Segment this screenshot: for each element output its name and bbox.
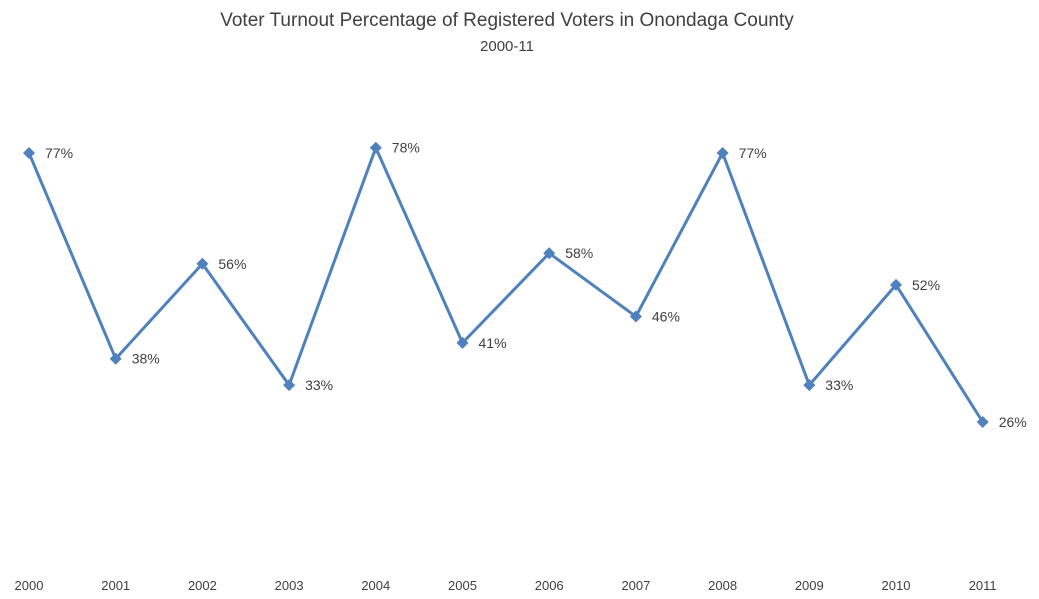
data-point-marker [196, 257, 209, 270]
data-label: 56% [218, 256, 246, 272]
data-label: 41% [479, 335, 507, 351]
x-tick-label: 2001 [101, 578, 130, 593]
data-point-marker [456, 336, 469, 349]
data-label: 38% [132, 351, 160, 367]
data-point-marker [890, 278, 902, 291]
data-label: 58% [565, 245, 593, 261]
plot-area: 77% 38% 56% 33% 78% 41% 58% 46% 77% 33% 52% 26% 2000… [15, 140, 1027, 593]
data-label: 33% [825, 377, 853, 393]
data-point-marker [23, 147, 35, 159]
data-label: 77% [45, 145, 73, 161]
data-point-marker [283, 379, 296, 392]
data-label: 33% [305, 377, 333, 393]
data-point-marker [629, 310, 642, 323]
data-label: 46% [652, 309, 680, 325]
data-point-marker [369, 141, 382, 154]
x-tick-label: 2000 [15, 578, 44, 593]
data-point-marker [803, 379, 816, 392]
data-point-marker [109, 352, 122, 365]
data-label: 78% [392, 140, 420, 156]
x-tick-label: 2004 [361, 578, 390, 593]
series-line [27, 146, 984, 423]
x-tick-label: 2003 [275, 578, 304, 593]
x-tick-label: 2006 [535, 578, 564, 593]
data-label: 77% [739, 145, 767, 161]
x-tick-label: 2007 [621, 578, 650, 593]
x-tick-label: 2011 [969, 578, 997, 593]
data-point-marker [976, 416, 989, 428]
x-tick-label: 2005 [448, 578, 477, 593]
x-tick-label: 2008 [708, 578, 737, 593]
x-tick-label: 2009 [795, 578, 824, 593]
x-tick-label: 2002 [188, 578, 217, 593]
chart-subtitle: 2000-11 [480, 38, 534, 55]
x-tick-label: 2010 [882, 578, 911, 593]
data-point-marker [543, 247, 556, 260]
data-label: 26% [999, 414, 1027, 430]
data-point-marker [716, 147, 729, 159]
data-label: 52% [912, 277, 940, 293]
chart-title: Voter Turnout Percentage of Registered V… [220, 10, 794, 31]
